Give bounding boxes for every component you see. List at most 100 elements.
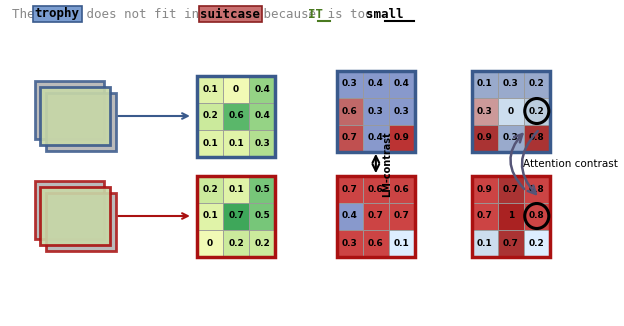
Bar	[363, 70, 389, 97]
Bar	[498, 125, 524, 152]
Bar	[223, 76, 249, 102]
Bar	[363, 175, 389, 202]
Bar	[337, 125, 363, 152]
Bar	[337, 97, 363, 125]
Text: 0.5: 0.5	[254, 212, 270, 220]
Bar	[249, 76, 275, 102]
Text: 0.1: 0.1	[477, 239, 492, 247]
Text: 0.7: 0.7	[342, 134, 358, 142]
Bar	[472, 230, 498, 257]
Bar	[337, 70, 415, 152]
Bar	[35, 81, 104, 139]
Text: 0.7: 0.7	[342, 185, 358, 194]
Bar	[46, 93, 115, 151]
Bar	[249, 230, 275, 257]
Bar	[472, 175, 498, 202]
Bar	[498, 175, 524, 202]
Text: 0.7: 0.7	[228, 212, 244, 220]
Bar	[41, 87, 110, 145]
Bar	[363, 97, 389, 125]
Bar	[498, 230, 524, 257]
Bar	[41, 187, 110, 245]
Bar	[472, 202, 498, 230]
Bar	[223, 230, 249, 257]
Text: small: small	[366, 7, 404, 21]
Text: 0.7: 0.7	[503, 239, 519, 247]
Text: suitcase: suitcase	[200, 7, 260, 21]
Bar	[197, 175, 223, 202]
Bar	[363, 202, 389, 230]
Bar	[197, 76, 275, 156]
Text: 0.2: 0.2	[202, 111, 218, 121]
Text: The: The	[12, 7, 42, 21]
Bar	[498, 202, 524, 230]
Bar	[524, 97, 550, 125]
Text: 0.3: 0.3	[368, 107, 384, 115]
Text: 0.3: 0.3	[477, 107, 492, 115]
Text: 0.4: 0.4	[254, 84, 270, 94]
Text: Attention contrast: Attention contrast	[523, 159, 618, 169]
Bar	[197, 175, 275, 257]
Bar	[498, 97, 524, 125]
Bar	[223, 175, 249, 202]
Text: 0.9: 0.9	[394, 134, 410, 142]
FancyArrowPatch shape	[522, 131, 538, 194]
Bar	[223, 202, 249, 230]
Text: 0.8: 0.8	[529, 212, 545, 220]
Bar	[389, 70, 415, 97]
Bar	[524, 230, 550, 257]
Text: 0.6: 0.6	[368, 239, 384, 247]
Text: 0.3: 0.3	[254, 139, 270, 147]
Text: 0.8: 0.8	[529, 185, 545, 194]
Text: 0: 0	[207, 239, 213, 247]
Bar	[249, 202, 275, 230]
Bar	[389, 125, 415, 152]
Text: 0.2: 0.2	[202, 185, 218, 194]
Bar	[472, 70, 498, 97]
Bar	[337, 202, 363, 230]
Text: 0.7: 0.7	[368, 212, 384, 220]
Bar	[197, 129, 223, 156]
Text: 0.4: 0.4	[368, 80, 384, 88]
Text: 0.2: 0.2	[228, 239, 244, 247]
Bar	[363, 230, 389, 257]
Text: 0.3: 0.3	[503, 80, 519, 88]
Text: 0.7: 0.7	[503, 185, 519, 194]
Text: 0.1: 0.1	[202, 84, 218, 94]
Text: 0.3: 0.3	[342, 80, 358, 88]
Bar	[524, 125, 550, 152]
Bar	[524, 70, 550, 97]
Text: IT: IT	[308, 7, 323, 21]
Text: 0.3: 0.3	[503, 134, 519, 142]
Text: 0: 0	[233, 84, 239, 94]
Bar	[337, 175, 415, 257]
Text: 0.1: 0.1	[228, 185, 244, 194]
Bar	[389, 175, 415, 202]
Bar	[249, 129, 275, 156]
Bar	[472, 125, 498, 152]
Bar	[197, 102, 223, 129]
Bar	[524, 202, 550, 230]
Bar	[46, 193, 115, 251]
Text: 0.6: 0.6	[368, 185, 384, 194]
Bar	[249, 102, 275, 129]
Text: 0.4: 0.4	[254, 111, 270, 121]
Bar	[498, 70, 524, 97]
Text: 0.1: 0.1	[228, 139, 244, 147]
Text: LM-contrast: LM-contrast	[382, 131, 392, 197]
Text: 0.5: 0.5	[254, 185, 270, 194]
Bar	[472, 70, 550, 152]
Bar	[337, 175, 363, 202]
Bar	[197, 230, 223, 257]
Bar	[389, 230, 415, 257]
Text: 0.6: 0.6	[342, 107, 358, 115]
Text: is too: is too	[320, 7, 380, 21]
Bar	[35, 181, 104, 239]
Text: 0.4: 0.4	[394, 80, 410, 88]
Text: 0.4: 0.4	[342, 212, 358, 220]
Text: 0.8: 0.8	[529, 134, 545, 142]
Bar	[223, 102, 249, 129]
Text: does not fit in the: does not fit in the	[79, 7, 236, 21]
Bar	[337, 230, 363, 257]
Bar	[363, 125, 389, 152]
